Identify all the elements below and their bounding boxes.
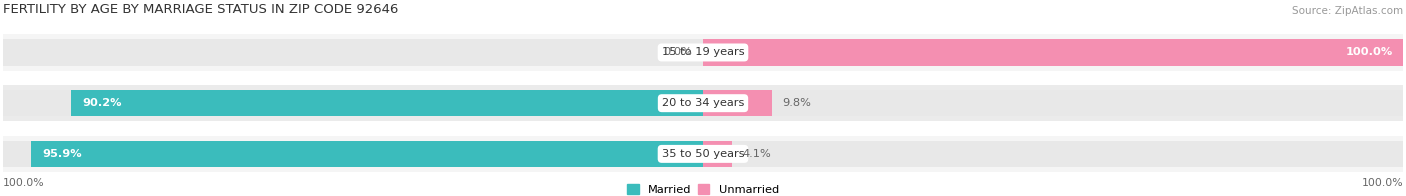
Text: 4.1%: 4.1%	[742, 149, 770, 159]
Text: 100.0%: 100.0%	[1361, 178, 1403, 188]
Legend: Married, Unmarried: Married, Unmarried	[627, 184, 779, 195]
Text: 9.8%: 9.8%	[782, 98, 811, 108]
Text: 35 to 50 years: 35 to 50 years	[662, 149, 744, 159]
Bar	[3, 90, 703, 116]
Bar	[3, 136, 1403, 172]
Text: 90.2%: 90.2%	[82, 98, 121, 108]
Text: 100.0%: 100.0%	[1346, 47, 1393, 57]
Text: 100.0%: 100.0%	[3, 178, 45, 188]
Text: FERTILITY BY AGE BY MARRIAGE STATUS IN ZIP CODE 92646: FERTILITY BY AGE BY MARRIAGE STATUS IN Z…	[3, 3, 398, 16]
Text: 15 to 19 years: 15 to 19 years	[662, 47, 744, 57]
Bar	[703, 39, 1403, 66]
Bar	[3, 39, 703, 66]
Bar	[703, 141, 731, 167]
Text: Source: ZipAtlas.com: Source: ZipAtlas.com	[1292, 6, 1403, 16]
Bar	[703, 90, 772, 116]
Bar	[3, 85, 1403, 122]
Text: 0.0%: 0.0%	[664, 47, 693, 57]
Bar	[703, 39, 1403, 66]
Bar	[703, 90, 1403, 116]
Text: 95.9%: 95.9%	[42, 149, 82, 159]
Text: 20 to 34 years: 20 to 34 years	[662, 98, 744, 108]
Bar	[703, 141, 1403, 167]
Bar	[3, 34, 1403, 71]
Bar	[3, 141, 703, 167]
Bar	[72, 90, 703, 116]
Bar	[31, 141, 703, 167]
